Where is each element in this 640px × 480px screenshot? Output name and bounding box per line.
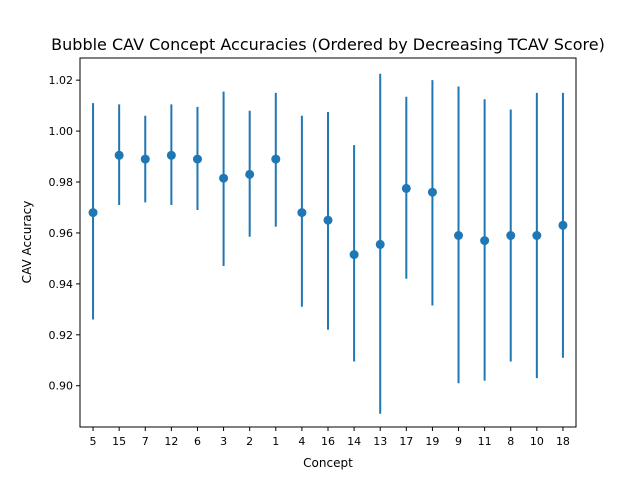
y-tick-label: 0.92 (49, 329, 74, 342)
data-point (245, 169, 255, 179)
x-tick-label: 2 (246, 435, 253, 448)
data-point (88, 208, 98, 218)
data-point (166, 150, 176, 160)
x-tick-label: 15 (112, 435, 126, 448)
data-point (219, 173, 229, 183)
y-tick-label: 1.02 (49, 74, 74, 87)
x-tick-label: 17 (399, 435, 413, 448)
x-tick-label: 5 (90, 435, 97, 448)
data-point (192, 154, 202, 164)
x-tick-label: 1 (272, 435, 279, 448)
x-tick-label: 16 (321, 435, 335, 448)
data-point (140, 154, 150, 164)
y-tick-label: 0.94 (49, 278, 74, 291)
x-tick-label: 18 (556, 435, 570, 448)
data-point (506, 230, 516, 240)
x-tick-label: 3 (220, 435, 227, 448)
chart-title: Bubble CAV Concept Accuracies (Ordered b… (51, 35, 605, 54)
plot-area: 5 15 7 12 6 3 2 1 4 16 14 13 17 19 9 11 8 10 180.900.920.9… (49, 57, 577, 448)
data-point (349, 250, 359, 260)
data-point (114, 150, 124, 160)
x-tick-label: 19 (425, 435, 439, 448)
x-tick-label: 8 (507, 435, 514, 448)
y-tick-label: 0.90 (49, 380, 74, 393)
x-tick-label: 6 (194, 435, 201, 448)
x-axis-label: Concept (303, 456, 353, 470)
data-point (454, 230, 464, 240)
data-point (297, 208, 307, 218)
y-axis-label: CAV Accuracy (20, 201, 34, 284)
data-point (323, 215, 333, 225)
y-tick-label: 0.98 (49, 176, 74, 189)
x-tick-label: 4 (298, 435, 305, 448)
data-point (558, 220, 568, 230)
data-point (401, 183, 411, 193)
x-tick-label: 14 (347, 435, 361, 448)
x-tick-label: 10 (530, 435, 544, 448)
y-tick-label: 1.00 (49, 125, 74, 138)
data-point (271, 154, 281, 164)
x-tick-label: 9 (455, 435, 462, 448)
x-tick-label: 13 (373, 435, 387, 448)
y-tick-label: 0.96 (49, 227, 74, 240)
x-tick-label: 7 (142, 435, 149, 448)
x-tick-label: 11 (478, 435, 492, 448)
x-tick-label: 12 (164, 435, 178, 448)
data-point (375, 239, 385, 249)
data-point (427, 187, 437, 197)
data-point (480, 236, 490, 246)
data-point (532, 230, 542, 240)
